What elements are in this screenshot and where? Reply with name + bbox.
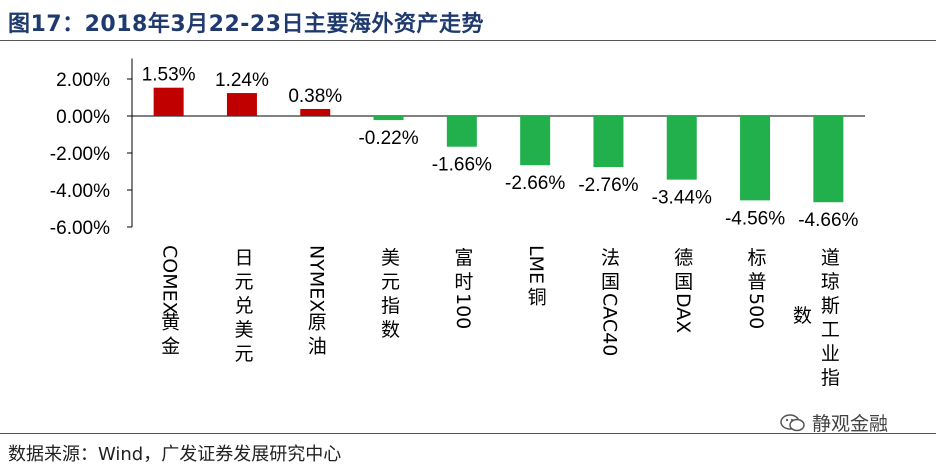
- y-tick-label: -2.00%: [50, 144, 110, 165]
- svg-text:普: 普: [748, 271, 767, 293]
- svg-text:元: 元: [381, 271, 400, 293]
- chart-title: 图17：2018年3月22-23日主要海外资产走势: [8, 12, 485, 37]
- data-label: -1.66%: [432, 155, 492, 176]
- data-label: -0.22%: [358, 128, 418, 149]
- svg-text:美: 美: [381, 247, 400, 269]
- svg-text:美: 美: [234, 319, 253, 341]
- svg-text:斯: 斯: [821, 295, 840, 317]
- y-tick-label: -6.00%: [50, 218, 110, 239]
- bar: [226, 93, 257, 116]
- bar: [520, 116, 551, 166]
- svg-text:道: 道: [821, 247, 840, 269]
- svg-text:日: 日: [234, 247, 253, 269]
- svg-text:100: 100: [452, 293, 474, 329]
- svg-text:COMEX: COMEX: [159, 245, 181, 315]
- title-divider: [0, 40, 936, 41]
- data-label: -3.44%: [652, 188, 712, 209]
- footer-divider: [0, 433, 936, 434]
- bar: [153, 87, 184, 116]
- bar: [740, 116, 771, 201]
- data-label: -2.76%: [578, 175, 638, 196]
- y-tick-label: 0.00%: [56, 107, 110, 128]
- bar: [446, 116, 477, 147]
- data-label: -4.66%: [798, 210, 858, 231]
- watermark: 静观金融: [780, 409, 888, 436]
- svg-text:富: 富: [454, 247, 473, 269]
- data-label: 0.38%: [288, 86, 342, 107]
- svg-text:数: 数: [793, 305, 812, 327]
- bar: [373, 116, 404, 121]
- svg-text:国: 国: [601, 271, 620, 293]
- svg-text:工: 工: [821, 319, 840, 341]
- svg-text:琼: 琼: [821, 271, 840, 293]
- svg-text:NYMEX: NYMEX: [305, 245, 327, 312]
- svg-text:CAC40: CAC40: [598, 293, 620, 356]
- svg-text:元: 元: [234, 343, 253, 365]
- svg-text:铜: 铜: [528, 287, 547, 309]
- category-label: LME 铜: [525, 245, 547, 309]
- bar: [300, 108, 331, 116]
- svg-text:指: 指: [381, 295, 400, 317]
- bar-chart: 2.00% 0.00% -2.00% -4.00% -6.00% 1.53% COMEX黄金…: [50, 58, 865, 389]
- svg-text:油: 油: [308, 336, 327, 358]
- svg-text:DAX: DAX: [672, 293, 694, 333]
- bar: [593, 116, 624, 168]
- svg-text:兑: 兑: [234, 295, 253, 317]
- wechat-icon: [780, 413, 805, 431]
- svg-text:500: 500: [745, 293, 767, 329]
- svg-text:数: 数: [381, 319, 400, 341]
- svg-text:指: 指: [821, 367, 840, 389]
- svg-text:德: 德: [674, 247, 693, 269]
- svg-text:国: 国: [674, 271, 693, 293]
- bar: [813, 116, 844, 203]
- svg-text:时: 时: [454, 271, 473, 293]
- data-label: -4.56%: [725, 208, 785, 229]
- svg-text:原: 原: [308, 312, 327, 334]
- svg-text:法: 法: [601, 247, 620, 269]
- svg-text:LME: LME: [525, 245, 547, 284]
- svg-text:业: 业: [821, 343, 840, 365]
- svg-text:金: 金: [161, 336, 180, 358]
- data-label: -2.66%: [505, 173, 565, 194]
- y-tick-label: 2.00%: [56, 70, 110, 91]
- data-label: 1.53%: [142, 65, 196, 86]
- svg-text:元: 元: [234, 271, 253, 293]
- watermark-text: 静观金融: [812, 413, 889, 435]
- bar: [666, 116, 697, 180]
- y-tick-label: -4.00%: [50, 181, 110, 202]
- source-note: 数据来源：Wind，广发证券发展研究中心: [8, 444, 342, 465]
- svg-text:标: 标: [748, 247, 767, 269]
- data-label: 1.24%: [215, 70, 269, 91]
- svg-text:黄: 黄: [161, 312, 180, 334]
